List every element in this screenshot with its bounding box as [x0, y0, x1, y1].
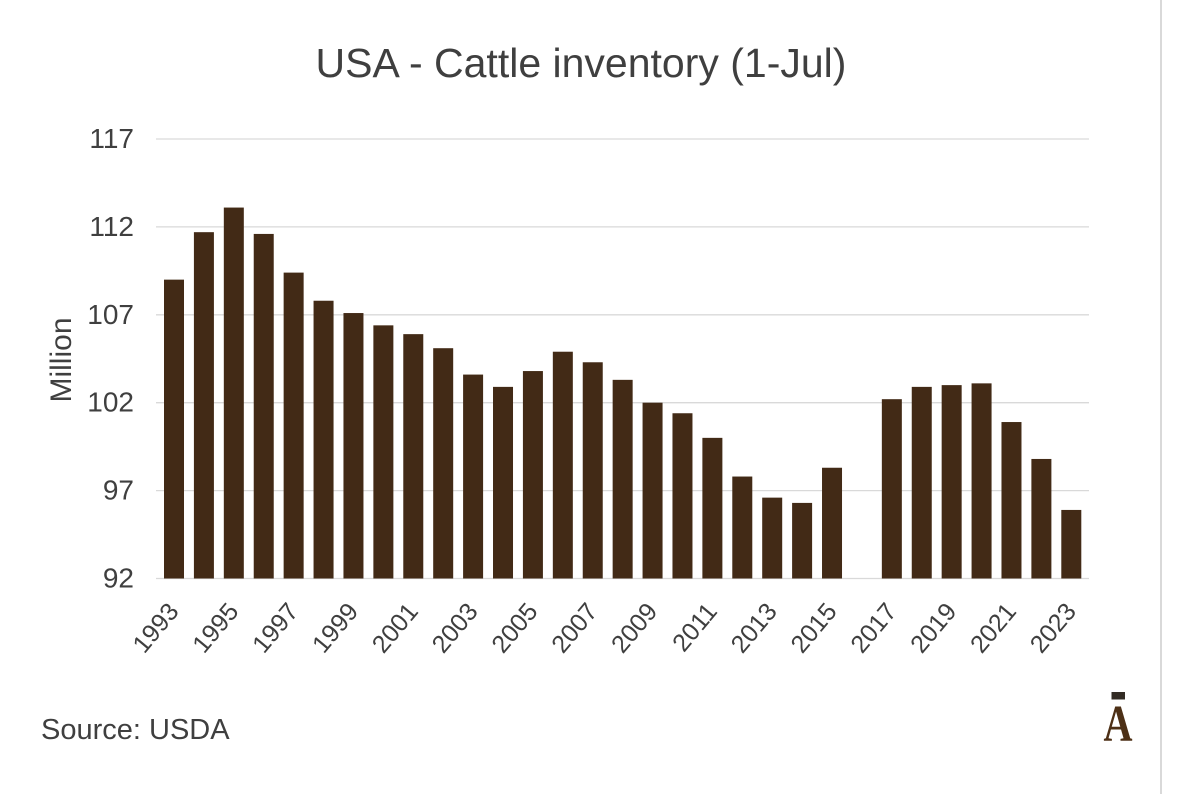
x-tick-label-2001: 2001	[367, 598, 424, 659]
bar-2014	[792, 502, 813, 579]
bar-2020	[971, 383, 992, 579]
x-axis-tick-labels: 1993 1995 1997 1999 2001 2003 2005 2007 2009 2011…	[127, 598, 1082, 659]
bar-2005	[522, 371, 543, 579]
x-tick-label-1997: 1997	[247, 598, 304, 659]
bar-2002	[433, 348, 454, 579]
bar-2018	[911, 386, 932, 579]
bar-2001	[403, 334, 424, 579]
source-label: Source: USDA	[41, 714, 230, 746]
y-axis-title: Million	[45, 317, 78, 402]
logo-macron-bar	[1111, 692, 1125, 700]
x-tick-label-2019: 2019	[905, 598, 962, 659]
bar-series	[164, 207, 1082, 579]
x-tick-label-2013: 2013	[726, 598, 783, 659]
bar-1998	[313, 300, 334, 579]
logo-mark: A	[1104, 692, 1133, 753]
bar-2008	[612, 379, 633, 579]
x-tick-label-1999: 1999	[307, 598, 364, 659]
x-tick-label-2015: 2015	[785, 598, 842, 659]
y-axis-tick-labels: 92 97 102 107 112 117	[87, 123, 134, 594]
x-tick-label-2011: 2011	[667, 598, 723, 657]
y-tick-label-97: 97	[103, 475, 134, 506]
bar-2017	[881, 399, 902, 579]
bar-2012	[732, 476, 753, 579]
x-tick-label-1993: 1993	[127, 598, 184, 659]
chart-title: USA - Cattle inventory (1-Jul)	[316, 40, 847, 86]
x-tick-label-2023: 2023	[1025, 598, 1082, 659]
x-tick-label-2003: 2003	[426, 598, 483, 659]
bar-1999	[343, 313, 364, 579]
bar-2013	[762, 497, 783, 579]
x-tick-label-2009: 2009	[606, 598, 663, 659]
x-tick-label-2007: 2007	[546, 598, 603, 659]
x-tick-label-2021: 2021	[965, 598, 1022, 659]
x-tick-label-1995: 1995	[187, 598, 244, 659]
bar-2006	[552, 351, 573, 579]
bar-2019	[941, 385, 962, 579]
bar-2023	[1061, 509, 1082, 579]
bar-1993	[164, 279, 184, 579]
bar-2000	[373, 325, 394, 579]
x-tick-label-2017: 2017	[845, 598, 902, 659]
bar-1995	[223, 207, 244, 579]
y-tick-label-92: 92	[103, 563, 134, 594]
bar-2007	[582, 362, 603, 579]
bar-2021	[1001, 422, 1022, 579]
bar-2004	[493, 386, 514, 579]
logo-letter: A	[1104, 696, 1133, 753]
bar-1996	[253, 233, 274, 579]
bar-1997	[283, 272, 304, 579]
bar-1994	[193, 232, 214, 579]
y-tick-label-117: 117	[89, 123, 134, 154]
bar-2010	[672, 413, 693, 579]
x-tick-label-2005: 2005	[486, 598, 543, 659]
y-tick-label-102: 102	[87, 387, 134, 418]
y-tick-label-112: 112	[89, 211, 134, 242]
y-tick-label-107: 107	[87, 299, 134, 330]
bar-2015	[822, 467, 843, 579]
right-border-line	[1160, 0, 1162, 794]
bar-2009	[642, 402, 663, 579]
bar-2003	[463, 374, 484, 579]
bar-2011	[702, 437, 723, 579]
bar-2022	[1031, 458, 1052, 579]
